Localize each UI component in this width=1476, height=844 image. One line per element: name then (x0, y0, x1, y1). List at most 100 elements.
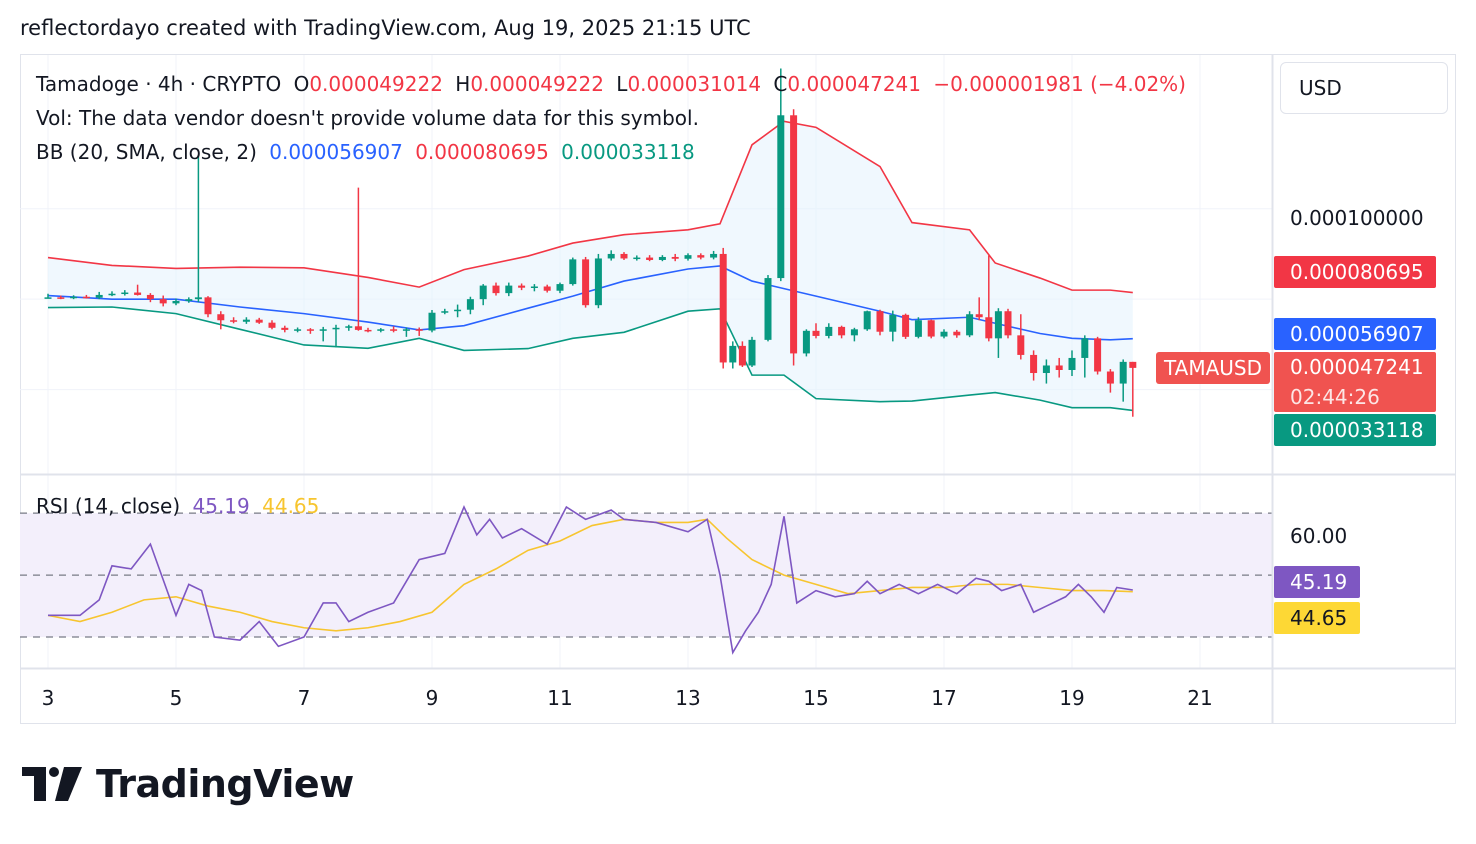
chart-frame (20, 54, 1456, 724)
candle (1030, 350, 1038, 381)
candle-body (838, 326, 846, 336)
bb-fill (48, 121, 1133, 411)
time-tick-label: 19 (1059, 686, 1085, 710)
last-price-value: 0.000047241 (1290, 355, 1424, 379)
candle (172, 298, 180, 306)
candle-body (697, 255, 705, 258)
candle-body (377, 329, 385, 331)
bb-basis-value: 0.000056907 (269, 140, 403, 164)
candle (82, 294, 90, 299)
candle (927, 319, 935, 339)
candle-body (306, 329, 314, 331)
bb-basis-line (47, 265, 1133, 341)
time-tick-label: 9 (425, 686, 439, 710)
candle (121, 290, 129, 296)
time-tick-label: 5 (169, 686, 183, 710)
bar-countdown: 02:44:26 (1290, 385, 1380, 409)
candles (44, 68, 1137, 417)
candle (658, 255, 666, 262)
candle (268, 320, 276, 330)
currency-selector[interactable]: USD (1280, 62, 1448, 114)
candle (646, 255, 654, 262)
candle-body (268, 322, 276, 328)
time-tick-label: 17 (931, 686, 957, 710)
candle-body (777, 115, 785, 279)
candle (838, 325, 846, 339)
candle (975, 297, 983, 321)
volume-note: Vol: The data vendor doesn't provide vol… (36, 106, 699, 130)
candle (985, 255, 993, 342)
bb-basis-price-label: 0.000056907 (1274, 318, 1436, 350)
candle-body (582, 259, 590, 306)
candle-body (719, 253, 727, 363)
candle-body (543, 286, 551, 291)
candle (889, 310, 897, 342)
bb-upper-price-label: 0.000080695 (1274, 256, 1436, 288)
close-value: 0.000047241 (787, 72, 921, 96)
candle (441, 308, 449, 315)
candle-body (790, 115, 798, 354)
candle (543, 284, 551, 293)
candle (994, 308, 1002, 358)
candle (255, 317, 263, 324)
candle (530, 284, 538, 292)
candle (802, 329, 810, 357)
candle (777, 68, 785, 282)
candle (1017, 314, 1025, 360)
candle-body (594, 258, 602, 306)
rsi-ma-value: 44.65 (262, 494, 320, 518)
candle (415, 327, 423, 336)
candle (194, 155, 202, 303)
symbol-title[interactable]: Tamadoge · 4h · CRYPTO (36, 72, 282, 96)
bb-lower-line (47, 306, 1133, 412)
candle-body (364, 329, 372, 332)
candle (633, 255, 641, 261)
tradingview-logo[interactable]: TradingView (22, 762, 354, 806)
time-tick-label: 21 (1187, 686, 1213, 710)
change-value: −0.000001981 (−4.02%) (933, 72, 1186, 96)
candle-body (556, 284, 564, 291)
bb-title[interactable]: BB (20, SMA, close, 2) (36, 140, 257, 164)
candle-body (82, 296, 90, 299)
rsi-title[interactable]: RSI (14, close) (36, 494, 181, 518)
candle (850, 327, 858, 342)
candle (306, 328, 314, 334)
time-tick-label: 7 (297, 686, 311, 710)
candle-body (607, 253, 615, 259)
candle (620, 252, 628, 260)
candle-body (1068, 357, 1076, 370)
bb-upper-line (47, 120, 1133, 294)
tradingview-wordmark: TradingView (96, 762, 354, 806)
candle-body (505, 285, 513, 294)
time-tick-label: 3 (41, 686, 55, 710)
candle (185, 297, 193, 303)
price-tick: 0.000100000 (1290, 206, 1424, 230)
rsi-ma-label: 44.65 (1274, 602, 1360, 634)
candle-body (902, 314, 910, 337)
candle (466, 296, 474, 315)
candle (345, 324, 353, 331)
candle-body (985, 317, 993, 339)
close-label: C (773, 72, 788, 96)
candle (1004, 308, 1012, 339)
candle-body (764, 278, 772, 340)
rsi-value: 45.19 (192, 494, 250, 518)
candle (364, 327, 372, 333)
candle (790, 109, 798, 366)
candle (607, 250, 615, 261)
time-tick-label: 13 (675, 686, 701, 710)
candle-body (185, 299, 193, 301)
candle (902, 313, 910, 339)
candle (1042, 359, 1050, 384)
candle (518, 283, 526, 291)
candle-body (466, 299, 474, 310)
candle (57, 295, 65, 300)
axes (20, 55, 1456, 724)
candle (492, 282, 500, 296)
candle (332, 324, 340, 348)
candle (556, 282, 564, 294)
candle (230, 317, 238, 324)
candle (953, 329, 961, 338)
candle (710, 250, 718, 260)
